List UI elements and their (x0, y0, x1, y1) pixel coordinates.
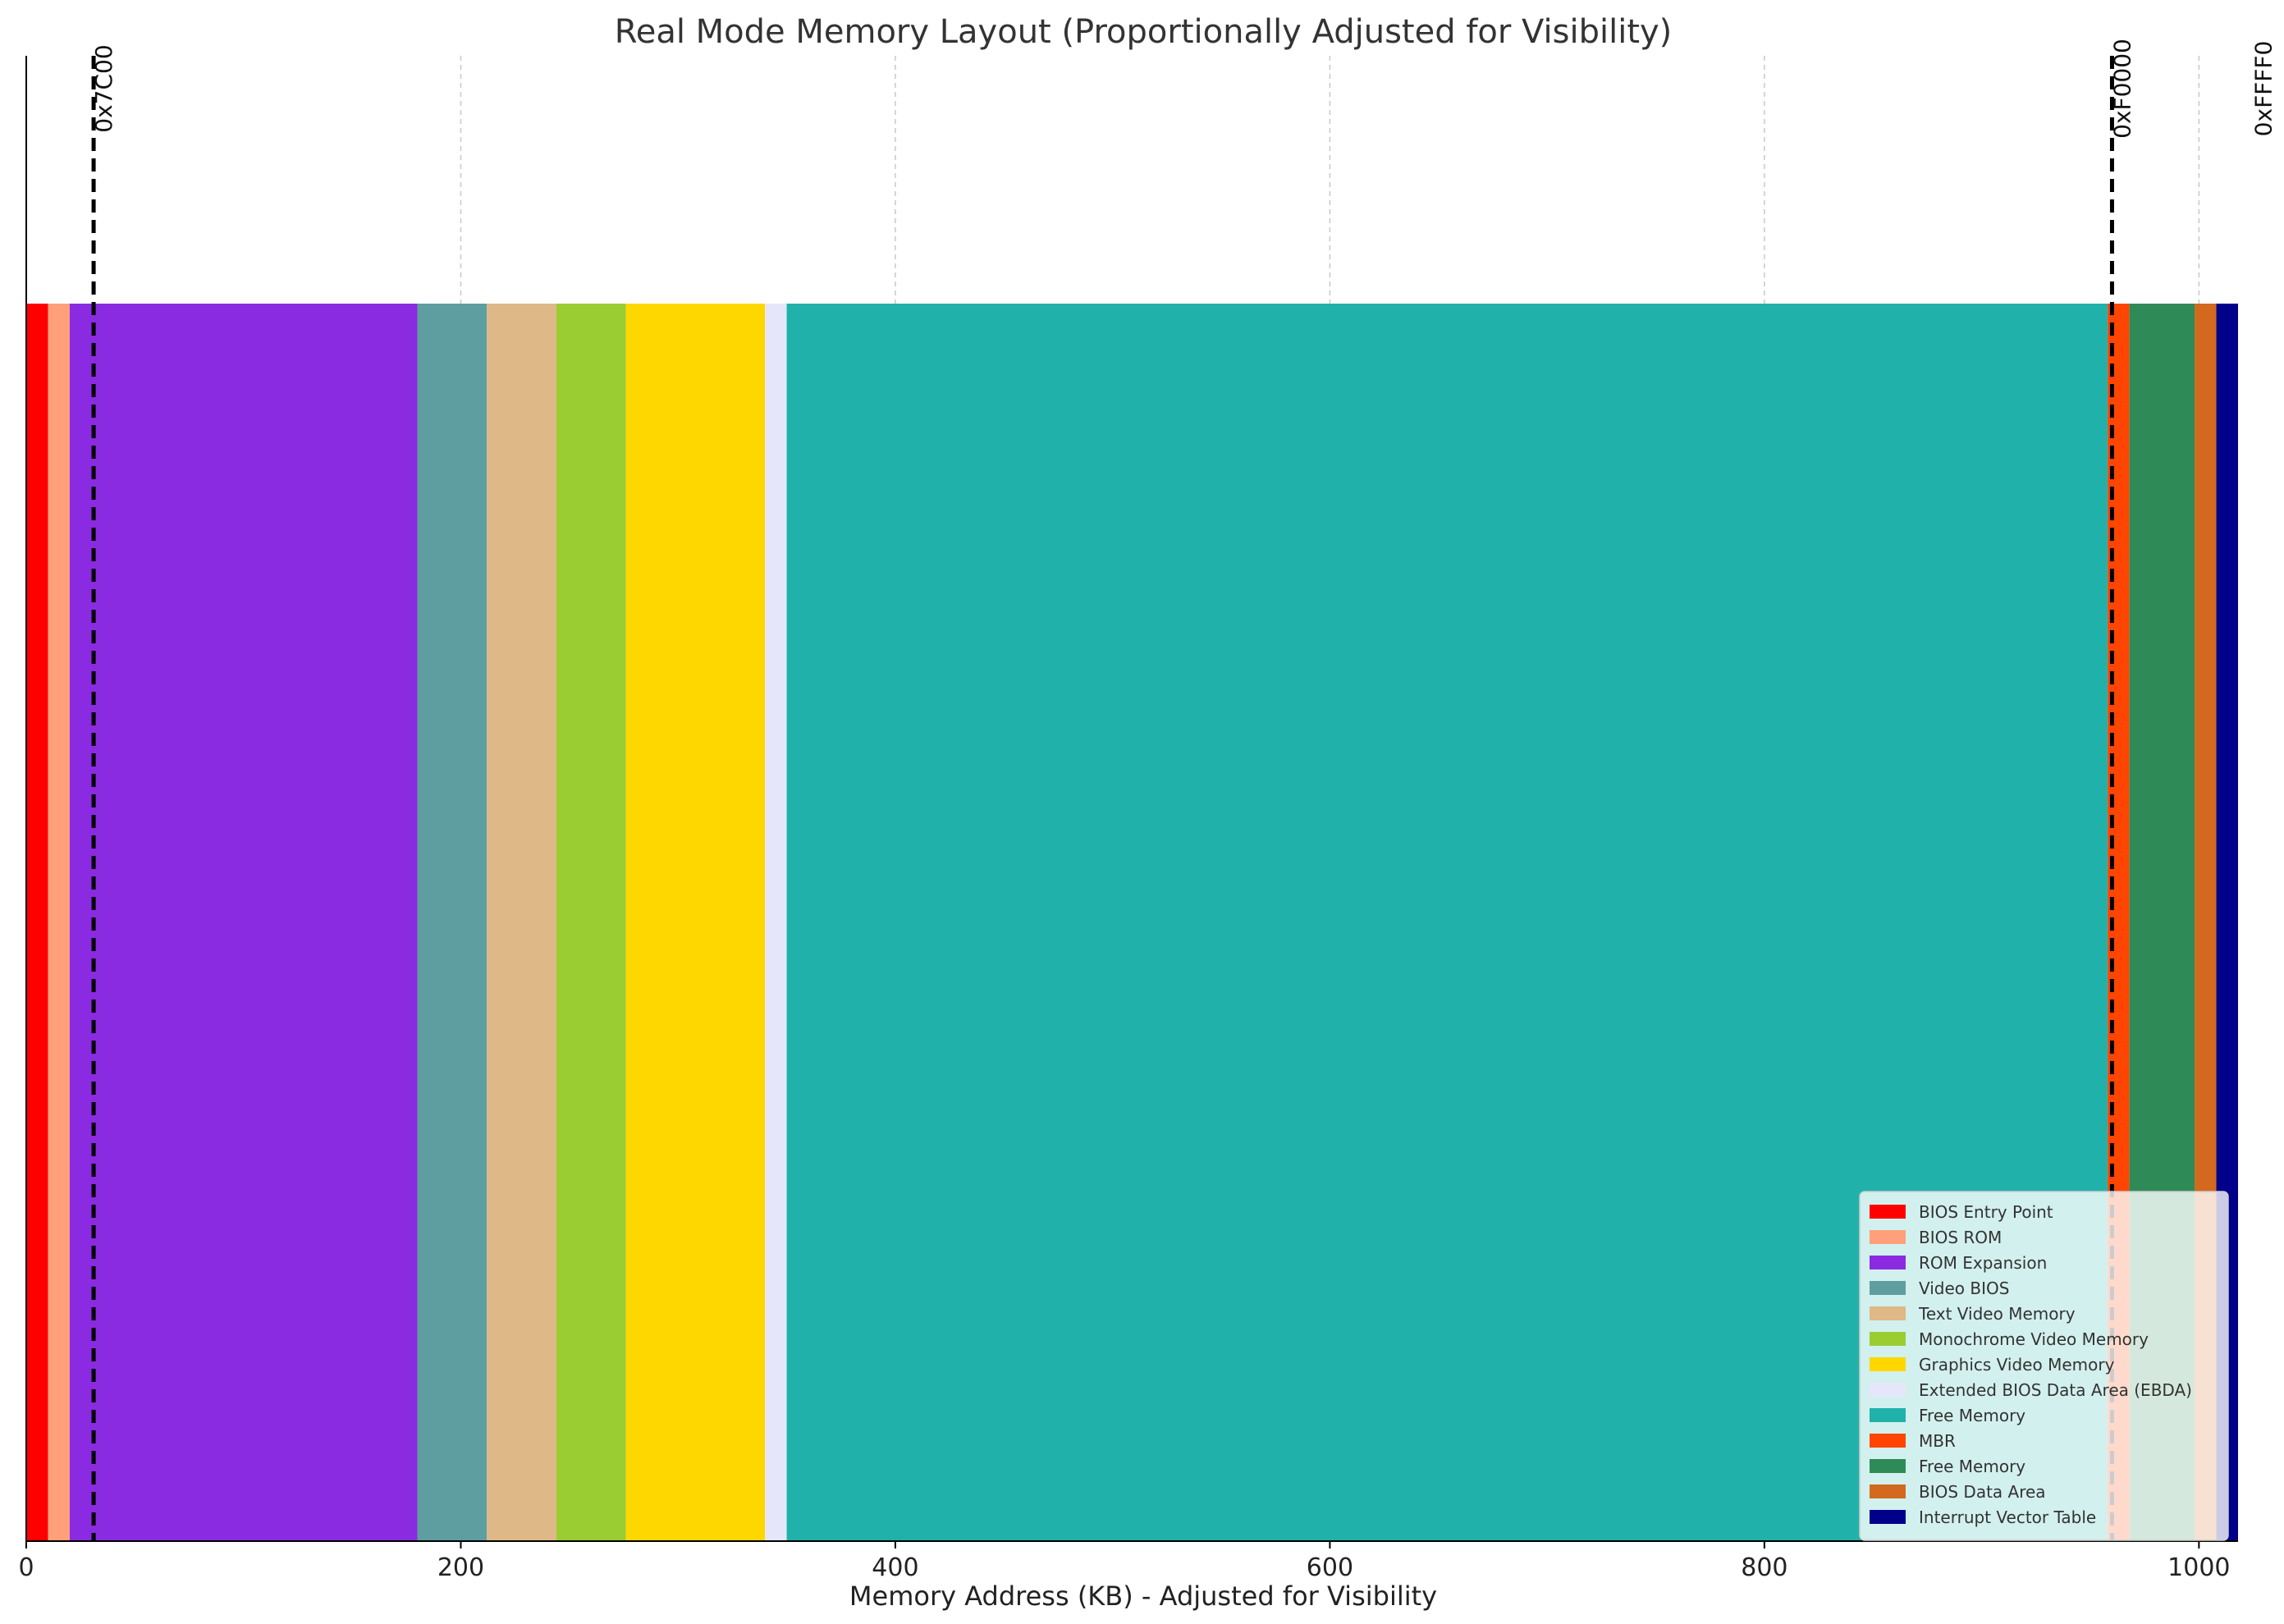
x-tick-label: 0 (18, 1553, 34, 1582)
legend-label: BIOS Data Area (1919, 1482, 2046, 1502)
x-tick-label: 1000 (2167, 1553, 2230, 1582)
chart-title: Real Mode Memory Layout (Proportionally … (615, 13, 1673, 51)
segment-graphics-video-memory (625, 304, 766, 1541)
legend-label: Interrupt Vector Table (1919, 1507, 2096, 1527)
legend-label: BIOS ROM (1919, 1228, 2002, 1247)
legend-label: Free Memory (1919, 1406, 2025, 1425)
marker-label-0x7c00: 0x7C00 (90, 44, 117, 132)
x-tick-label: 400 (872, 1553, 918, 1582)
legend-swatch (1870, 1281, 1906, 1295)
legend-swatch (1870, 1408, 1906, 1422)
x-axis-label: Memory Address (KB) - Adjusted for Visib… (849, 1581, 1437, 1612)
segment-video-bios (417, 304, 487, 1541)
marker-label-0xf0000: 0xF0000 (2108, 39, 2135, 139)
segment-rom-expansion (69, 304, 418, 1541)
segment-text-video-memory (487, 304, 556, 1541)
segment-bios-rom (48, 304, 70, 1541)
legend-box (1859, 1191, 2229, 1541)
legend-swatch (1870, 1434, 1906, 1448)
x-tick-label: 200 (437, 1553, 484, 1582)
legend-swatch (1870, 1230, 1906, 1244)
legend-label: MBR (1919, 1431, 1956, 1451)
legend-label: Free Memory (1919, 1457, 2025, 1476)
legend-swatch (1870, 1306, 1906, 1320)
legend-swatch (1870, 1256, 1906, 1269)
legend-label: Video BIOS (1919, 1279, 2009, 1298)
legend-label: BIOS Entry Point (1919, 1202, 2053, 1222)
segment-bios-entry-point (26, 304, 48, 1541)
legend-label: Graphics Video Memory (1919, 1355, 2115, 1375)
legend: BIOS Entry Point BIOS ROM ROM Expansion Vid… (1859, 1191, 2229, 1541)
legend-swatch (1870, 1332, 1906, 1346)
legend-swatch (1870, 1357, 1906, 1371)
legend-swatch (1870, 1484, 1906, 1498)
legend-label: Extended BIOS Data Area (EBDA) (1919, 1380, 2192, 1400)
segment-extended-bios-data-area-ebda (765, 304, 787, 1541)
legend-swatch (1870, 1383, 1906, 1397)
segment-monochrome-video-memory (556, 304, 626, 1541)
x-tick-label: 600 (1307, 1553, 1353, 1582)
x-axis-ticks: 0 200 400 600 800 1000 (18, 1541, 2231, 1582)
x-tick-label: 800 (1741, 1553, 1787, 1582)
legend-label: Text Video Memory (1918, 1304, 2076, 1324)
legend-swatch (1870, 1205, 1906, 1219)
legend-label: Monochrome Video Memory (1919, 1329, 2149, 1349)
legend-swatch (1870, 1459, 1906, 1473)
legend-label: ROM Expansion (1919, 1253, 2047, 1273)
marker-label-0xffff0: 0xFFFF0 (2250, 41, 2277, 137)
legend-swatch (1870, 1510, 1906, 1524)
